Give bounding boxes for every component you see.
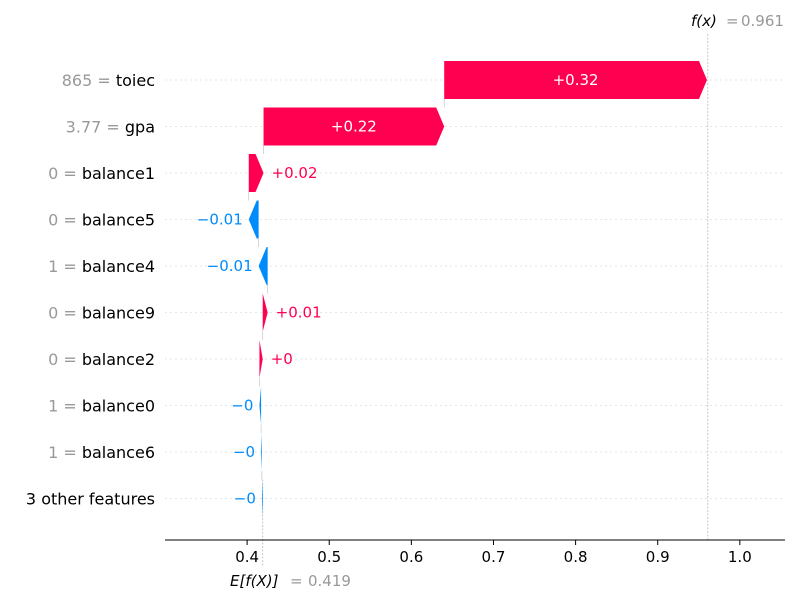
feature-value: 865 =	[62, 71, 116, 90]
x-tick-label: 0.7	[482, 548, 506, 566]
ex-label: E[f(X)]	[230, 572, 279, 590]
fx-label: f(x)	[691, 12, 717, 30]
x-tick-label: 0.4	[235, 548, 259, 566]
contribution-bar	[258, 247, 268, 285]
feature-value: 1 =	[48, 396, 82, 415]
feature-label: 1 = balance4	[48, 257, 155, 276]
fx-equals: =	[726, 12, 739, 30]
contribution-bar	[262, 293, 268, 332]
fx-annotation: f(x) = 0.961	[691, 12, 784, 30]
ex-value: 0.419	[308, 572, 351, 590]
feature-name: balance0	[82, 396, 155, 415]
feature-label: 0 = balance2	[48, 350, 155, 369]
fx-value: 0.961	[741, 12, 784, 30]
x-tick-label: 0.8	[564, 548, 588, 566]
feature-value: 0 =	[48, 164, 82, 183]
contribution-bar	[259, 386, 262, 425]
feature-value: 0 =	[48, 303, 82, 322]
feature-value: 3.77 =	[66, 117, 125, 136]
feature-name: balance4	[82, 257, 155, 276]
contribution-bar	[248, 200, 259, 239]
feature-name: balance9	[82, 303, 155, 322]
contribution-bar	[263, 107, 445, 146]
contribution-bar	[261, 479, 263, 518]
feature-value: 0 =	[48, 350, 82, 369]
contribution-label: −0	[231, 397, 253, 415]
feature-name: balance2	[82, 350, 155, 369]
contribution-label: +0.01	[276, 304, 322, 322]
x-tick-label: 1.0	[728, 548, 752, 566]
ex-annotation: E[f(X)] = 0.419	[230, 572, 351, 590]
feature-name: balance5	[82, 210, 155, 229]
feature-label: 3.77 = gpa	[66, 117, 155, 136]
feature-label: 3 other features	[26, 489, 155, 508]
feature-value: 1 =	[48, 257, 82, 276]
x-tick-label: 0.9	[646, 548, 670, 566]
feature-label: 1 = balance0	[48, 396, 155, 415]
feature-value: 1 =	[48, 443, 82, 462]
contribution-bar	[248, 154, 264, 192]
contribution-label: +0.32	[553, 71, 599, 89]
feature-name: balance1	[82, 164, 155, 183]
x-tick-label: 0.5	[317, 548, 341, 566]
contribution-label: −0	[234, 490, 256, 508]
feature-name: toiec	[116, 71, 155, 90]
contribution-label: −0	[233, 443, 255, 461]
contribution-label: −0.01	[197, 211, 243, 229]
contribution-label: +0.02	[272, 164, 318, 182]
contribution-label: +0.22	[331, 118, 377, 136]
contribution-bar	[261, 433, 262, 471]
row-gridlines	[165, 79, 785, 499]
feature-label: 865 = toiec	[62, 71, 155, 90]
x-tick-label: 0.6	[399, 548, 423, 566]
ex-equals: =	[290, 572, 303, 590]
contribution-bar	[444, 61, 707, 99]
contribution-bars: +0.32 +0.22 +0.02 −0.01 −0.01 +0.01 +0 −0 −0 −0	[197, 61, 707, 518]
feature-label: 0 = balance5	[48, 210, 155, 229]
feature-name: balance6	[82, 443, 155, 462]
feature-label: 0 = balance1	[48, 164, 155, 183]
feature-label: 1 = balance6	[48, 443, 155, 462]
contribution-bar	[259, 340, 263, 378]
feature-name: 3 other features	[26, 489, 155, 508]
x-axis: 0.4 0.5 0.6 0.7 0.8 0.9 1.0	[165, 539, 785, 566]
feature-label: 0 = balance9	[48, 303, 155, 322]
feature-value: 0 =	[48, 210, 82, 229]
contribution-label: +0	[271, 350, 293, 368]
contribution-label: −0.01	[207, 257, 253, 275]
feature-name: gpa	[125, 117, 155, 136]
